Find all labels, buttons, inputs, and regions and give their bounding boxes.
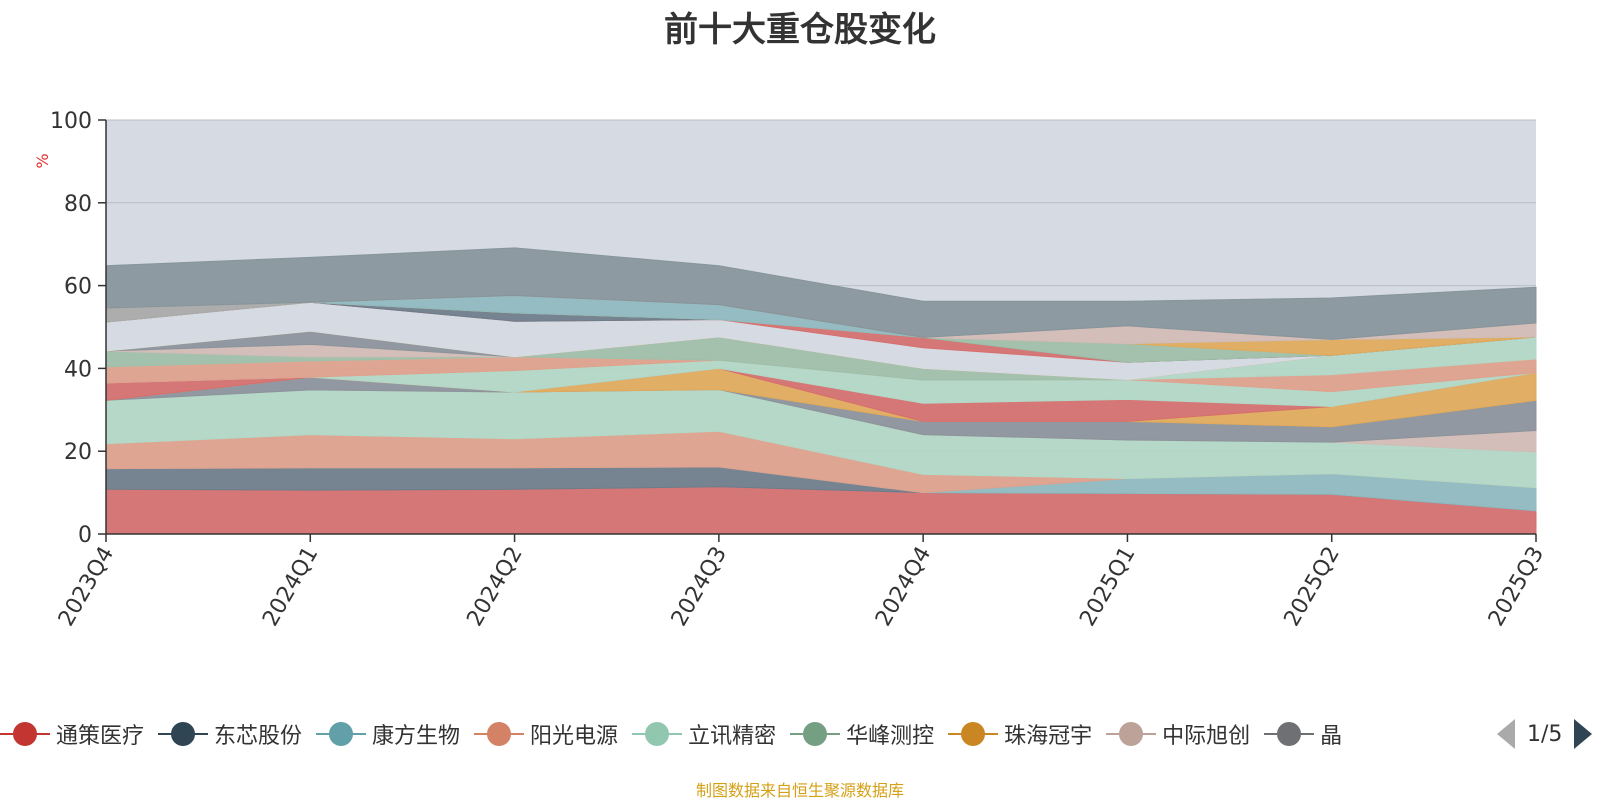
legend-item[interactable]: 通策医疗 [0, 718, 144, 750]
legend-pager: 1/5 [1497, 716, 1600, 752]
legend-marker-icon [632, 721, 683, 747]
y-axis-label: % [33, 153, 52, 168]
y-tick-label: 40 [64, 357, 92, 382]
area-band-24 [105, 247, 1537, 340]
legend-marker-icon [474, 721, 525, 747]
legend-label: 立讯精密 [688, 724, 777, 749]
legend-item[interactable]: 晶 [1264, 718, 1342, 750]
legend-item[interactable]: 华峰测控 [790, 718, 934, 750]
y-tick-label: 100 [50, 109, 92, 134]
legend-label: 华峰测控 [846, 724, 935, 749]
legend-label: 阳光电源 [530, 724, 619, 749]
legend-item[interactable]: 阳光电源 [474, 718, 618, 750]
x-tick-label: 2024Q3 [667, 543, 732, 631]
x-tick-label: 2024Q4 [871, 543, 936, 631]
legend-item[interactable]: 珠海冠宇 [948, 718, 1092, 750]
legend: 通策医疗 东芯股份 康方生物 阳光电源 立讯精密 华峰测控 珠海冠宇 中际旭创 晶 [0, 712, 1488, 756]
data-source-note: 制图数据来自恒生聚源数据库 [695, 781, 904, 800]
legend-marker-icon [316, 721, 367, 747]
legend-item[interactable]: 立讯精密 [632, 718, 776, 750]
legend-label: 晶 [1320, 724, 1343, 749]
y-tick-label: 80 [64, 192, 92, 217]
legend-label: 康方生物 [372, 724, 461, 749]
legend-label: 中际旭创 [1162, 724, 1251, 749]
legend-marker-icon [1264, 721, 1315, 747]
legend-item[interactable]: 中际旭创 [1106, 718, 1250, 750]
legend-next-page-icon[interactable] [1574, 719, 1593, 749]
legend-marker-icon [158, 721, 209, 747]
legend-label: 珠海冠宇 [1004, 724, 1093, 749]
x-tick-label: 2023Q4 [54, 543, 119, 631]
x-tick-label: 2025Q3 [1484, 543, 1549, 631]
y-tick-label: 0 [78, 523, 92, 548]
legend-marker-icon [790, 721, 841, 747]
x-tick-label: 2024Q1 [258, 543, 323, 631]
legend-marker-icon [1106, 721, 1157, 747]
legend-item[interactable]: 康方生物 [316, 718, 460, 750]
legend-item[interactable]: 东芯股份 [158, 718, 302, 750]
legend-label: 通策医疗 [56, 724, 145, 749]
legend-label: 东芯股份 [214, 724, 303, 749]
y-tick-label: 20 [64, 440, 92, 465]
chart-title: 前十大重仓股变化 [664, 10, 936, 50]
legend-prev-page-icon[interactable] [1497, 719, 1515, 749]
legend-marker-icon [0, 721, 50, 747]
x-tick-label: 2025Q1 [1075, 543, 1140, 631]
x-tick-label: 2024Q2 [462, 543, 527, 631]
legend-page-indicator: 1/5 [1527, 721, 1563, 747]
legend-marker-icon [948, 721, 999, 747]
x-tick-label: 2025Q2 [1280, 543, 1345, 631]
y-tick-label: 60 [64, 275, 92, 300]
